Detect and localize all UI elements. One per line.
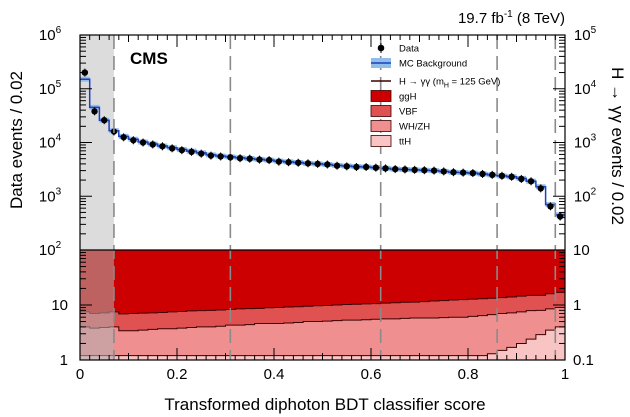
data-point — [479, 170, 486, 178]
legend-label: MC Background — [399, 59, 467, 70]
data-point — [401, 166, 409, 173]
data-point — [236, 155, 244, 162]
y-left-tick-label: 105 — [39, 79, 62, 98]
y-axis-title-right: H → γγ events / 0.02 — [608, 67, 627, 225]
data-point — [489, 171, 496, 179]
data-point — [198, 150, 205, 157]
x-tick-label: 1 — [561, 366, 569, 383]
data-point — [440, 168, 447, 175]
data-point — [459, 169, 467, 176]
whzh-stack — [80, 307, 565, 356]
y-left-bottom-tick-label: 102 — [39, 240, 62, 259]
legend-label: Data — [399, 44, 420, 55]
data-point — [139, 139, 147, 146]
y-right-tick-label: 105 — [574, 25, 597, 44]
data-point — [295, 159, 302, 166]
data-point — [188, 148, 195, 156]
data-point — [101, 116, 108, 124]
stack-edge-0 — [80, 291, 565, 315]
data-point — [469, 169, 477, 177]
data-point — [537, 185, 544, 192]
y-left-tick-label: 106 — [39, 25, 62, 44]
vbf-stack — [80, 292, 565, 331]
legend-label: ttH — [399, 137, 411, 148]
data-point — [556, 213, 564, 220]
data-point — [421, 167, 428, 174]
data-point — [159, 143, 166, 150]
legend-label: ggH — [399, 92, 417, 103]
data-point — [178, 146, 186, 154]
data-point — [246, 155, 253, 162]
data-point — [430, 167, 438, 174]
stack-edge-1 — [80, 307, 565, 332]
bottom-panel — [80, 250, 565, 360]
data-point — [411, 166, 418, 174]
data-point — [314, 160, 321, 168]
legend: Data MC Background H → γγ (mH = 125 GeV) gg… — [370, 43, 500, 148]
data-point — [91, 108, 98, 115]
data-point — [372, 164, 380, 171]
y-right-bottom-tick-label: 0.1 — [573, 352, 594, 369]
x-tick-label: 0 — [76, 366, 84, 383]
luminosity-label: 19.7 fb-1 (8 TeV) — [458, 9, 565, 27]
y-right-bottom-tick-label: 1 — [573, 297, 581, 314]
x-tick-label: 0.2 — [167, 366, 188, 383]
axes: 0 0.2 0.4 0.6 0.8 1 103 104 105 106 102 103 104 105 1 1… — [39, 25, 597, 383]
experiment-label: CMS — [130, 49, 168, 68]
y-right-tick-label: 104 — [574, 79, 597, 98]
x-tick-label: 0.4 — [264, 366, 285, 383]
x-tick-label: 0.8 — [458, 366, 479, 383]
data-point — [324, 161, 331, 168]
data-point — [353, 163, 360, 171]
legend-label: VBF — [399, 107, 418, 118]
x-axis-title: Transformed diphoton BDT classifier scor… — [164, 395, 485, 414]
data-point — [304, 160, 312, 167]
y-left-tick-label: 104 — [39, 133, 62, 152]
data-point — [518, 175, 525, 183]
y-right-tick-label: 103 — [574, 133, 597, 152]
y-left-bottom-tick-label: 10 — [51, 297, 68, 314]
legend-label: WH/ZH — [399, 122, 430, 133]
y-right-tick-label: 102 — [574, 186, 597, 205]
data-point — [285, 159, 292, 166]
legend-box — [370, 90, 392, 102]
legend-box — [370, 120, 392, 132]
y-left-tick-label: 103 — [39, 186, 62, 205]
legend-box — [370, 135, 392, 147]
data-point — [217, 153, 224, 160]
data-point — [382, 165, 389, 172]
data-point — [392, 165, 399, 173]
data-point — [343, 163, 350, 170]
data-point — [508, 173, 515, 181]
data-point — [130, 137, 137, 144]
ggh-stack — [80, 250, 565, 314]
y-left-bottom-tick-label: 1 — [60, 352, 68, 369]
data-point — [256, 156, 263, 163]
legend-label: H → γγ (mH = 125 GeV) — [399, 77, 500, 90]
y-axis-title-left: Data events / 0.02 — [7, 71, 26, 209]
data-point — [450, 169, 457, 176]
legend-box — [370, 105, 392, 117]
data-point — [149, 141, 156, 148]
data-point — [362, 163, 370, 171]
data-point — [227, 154, 234, 161]
data-point — [168, 145, 176, 152]
data-point — [265, 156, 273, 164]
y-right-bottom-tick-label: 10 — [573, 242, 590, 259]
data-point — [498, 172, 506, 180]
data-point — [120, 134, 127, 141]
data-point — [333, 162, 341, 169]
data-point — [207, 152, 215, 159]
data-point — [527, 178, 535, 185]
data-point — [547, 203, 554, 210]
x-tick-label: 0.6 — [361, 366, 382, 383]
data-point — [275, 158, 283, 165]
